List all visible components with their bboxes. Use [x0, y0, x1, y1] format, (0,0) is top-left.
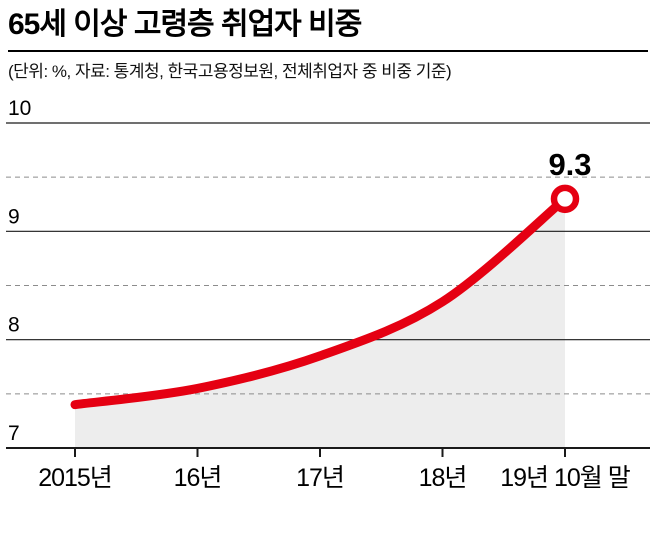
end-value-label: 9.3: [548, 146, 591, 181]
x-tick-label: 17년: [296, 464, 344, 492]
x-tick-label: 19년 10월 말: [500, 464, 631, 492]
employment-share-line-chart: 10 9 8 7 2015년 16년 17년 18년 19년 10월 말 9.3: [6, 97, 650, 492]
x-tick-label: 16년: [174, 464, 222, 492]
x-tick-label: 2015년: [38, 464, 112, 492]
series-area: [75, 198, 565, 448]
y-tick-label: 9: [8, 205, 20, 228]
y-tick-label: 8: [8, 313, 20, 336]
chart-header: 65세 이상 고령층 취업자 비중 (단위: %, 자료: 통계청, 한국고용정…: [0, 0, 656, 82]
chart-title: 65세 이상 고령층 취업자 비중: [8, 8, 648, 52]
y-tick-label: 7: [8, 422, 20, 445]
end-marker: [550, 184, 580, 213]
y-tick-label: 10: [8, 97, 31, 120]
x-tick-label: 18년: [419, 464, 467, 492]
series-line: [70, 193, 570, 409]
chart-subtitle: (단위: %, 자료: 통계청, 한국고용정보원, 전체취업자 중 비중 기준): [8, 61, 452, 81]
